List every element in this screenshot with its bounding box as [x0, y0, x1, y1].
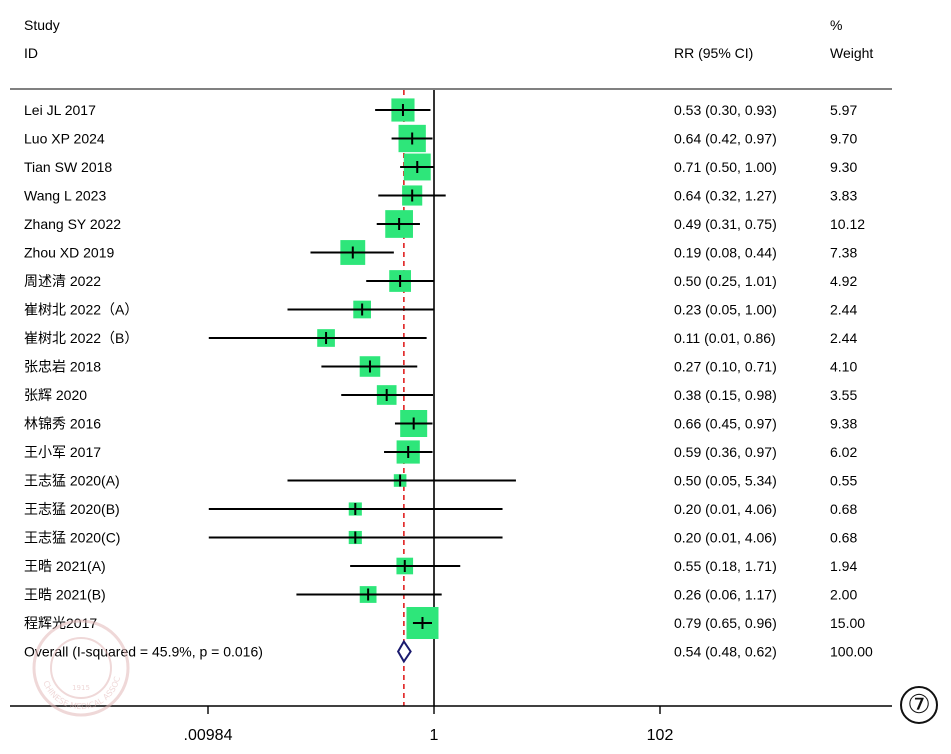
- study-ci-text: 0.49 (0.31, 0.75): [674, 216, 777, 232]
- study-weight: 3.83: [830, 188, 857, 204]
- header-id: ID: [24, 45, 38, 61]
- study-ci-text: 0.20 (0.01, 4.06): [674, 530, 777, 546]
- study-weight: 9.70: [830, 131, 857, 147]
- study-label: 王晧 2021(B): [24, 587, 106, 603]
- study-label: 张忠岩 2018: [24, 359, 101, 375]
- x-tick-label: .00984: [184, 727, 233, 744]
- study-ci-text: 0.64 (0.42, 0.97): [674, 131, 777, 147]
- study-label: 王志猛 2020(B): [24, 501, 120, 517]
- study-weight: 0.68: [830, 530, 857, 546]
- study-ci-text: 0.71 (0.50, 1.00): [674, 159, 777, 175]
- figure-label: ⑦: [900, 686, 938, 724]
- study-weight: 1.94: [830, 558, 857, 574]
- study-label: Lei JL 2017: [24, 102, 96, 118]
- study-ci-text: 0.50 (0.05, 5.34): [674, 473, 777, 489]
- study-label: 王志猛 2020(A): [24, 473, 120, 489]
- header-percent: %: [830, 17, 842, 33]
- study-weight: 7.38: [830, 245, 857, 261]
- watermark-ring: [32, 619, 130, 717]
- study-ci-text: 0.23 (0.05, 1.00): [674, 302, 777, 318]
- study-label: 王小军 2017: [24, 444, 101, 460]
- study-label: 程辉光2017: [24, 615, 97, 631]
- header-weight: Weight: [830, 45, 873, 61]
- study-ci-text: 0.38 (0.15, 0.98): [674, 387, 777, 403]
- watermark-year: 1915: [72, 684, 90, 692]
- association-watermark: CHINESE MEDICAL ASSOCIATION 1915: [20, 618, 130, 717]
- study-ci-text: 0.27 (0.10, 0.71): [674, 359, 777, 375]
- study-label: Zhang SY 2022: [24, 216, 121, 232]
- study-label: 周述清 2022: [24, 273, 101, 289]
- study-ci-text: 0.64 (0.32, 1.27): [674, 188, 777, 204]
- x-tick-label: 102: [647, 727, 674, 744]
- study-ci-text: 0.66 (0.45, 0.97): [674, 416, 777, 432]
- study-ci-text: 0.59 (0.36, 0.97): [674, 444, 777, 460]
- study-weight: 0.68: [830, 501, 857, 517]
- study-ci-text: 0.53 (0.30, 0.93): [674, 102, 777, 118]
- study-ci-text: 0.55 (0.18, 1.71): [674, 558, 777, 574]
- study-label: 崔树北 2022（B）: [24, 330, 138, 346]
- study-weight: 2.00: [830, 587, 857, 603]
- study-weight: 10.12: [830, 216, 865, 232]
- study-weight: 0.55: [830, 473, 857, 489]
- study-label: 张辉 2020: [24, 387, 87, 403]
- overall-diamond: [396, 639, 412, 664]
- study-weight: 15.00: [830, 615, 865, 631]
- study-weight: 9.38: [830, 416, 857, 432]
- header-study: Study: [24, 17, 60, 33]
- study-weight: 3.55: [830, 387, 857, 403]
- study-label: 崔树北 2022（A）: [24, 302, 138, 318]
- study-weight: 2.44: [830, 302, 857, 318]
- study-ci-text: 0.11 (0.01, 0.86): [674, 330, 776, 346]
- study-ci-text: 0.79 (0.65, 0.96): [674, 615, 777, 631]
- study-ci-text: 0.26 (0.06, 1.17): [674, 587, 777, 603]
- study-label: 王晧 2021(A): [24, 558, 106, 574]
- study-ci-text: 0.50 (0.25, 1.01): [674, 273, 777, 289]
- study-rows: Lei JL 2017 0.53 (0.30, 0.93) 5.97 Luo XP 2…: [24, 90, 873, 706]
- header-rr-ci: RR (95% CI): [674, 45, 753, 61]
- overall-weight: 100.00: [830, 644, 873, 660]
- study-label: Zhou XD 2019: [24, 245, 114, 261]
- study-label: Tian SW 2018: [24, 159, 112, 175]
- study-weight: 9.30: [830, 159, 857, 175]
- overall-label: Overall (I-squared = 45.9%, p = 0.016): [24, 644, 263, 660]
- study-ci-text: 0.20 (0.01, 4.06): [674, 501, 777, 517]
- study-label: Luo XP 2024: [24, 131, 105, 147]
- x-axis: .00984 1 102: [10, 705, 892, 744]
- study-weight: 4.92: [830, 273, 857, 289]
- study-label: 王志猛 2020(C): [24, 530, 120, 546]
- study-label: 林锦秀 2016: [24, 416, 101, 432]
- watermark-inner-ring: [50, 637, 112, 699]
- study-label: Wang L 2023: [24, 188, 106, 204]
- study-weight: 5.97: [830, 102, 857, 118]
- study-ci-text: 0.19 (0.08, 0.44): [674, 245, 777, 261]
- x-tick-label: 1: [430, 727, 439, 744]
- study-weight: 2.44: [830, 330, 857, 346]
- study-weight: 6.02: [830, 444, 857, 460]
- study-weight: 4.10: [830, 359, 857, 375]
- overall-ci-text: 0.54 (0.48, 0.62): [674, 644, 777, 660]
